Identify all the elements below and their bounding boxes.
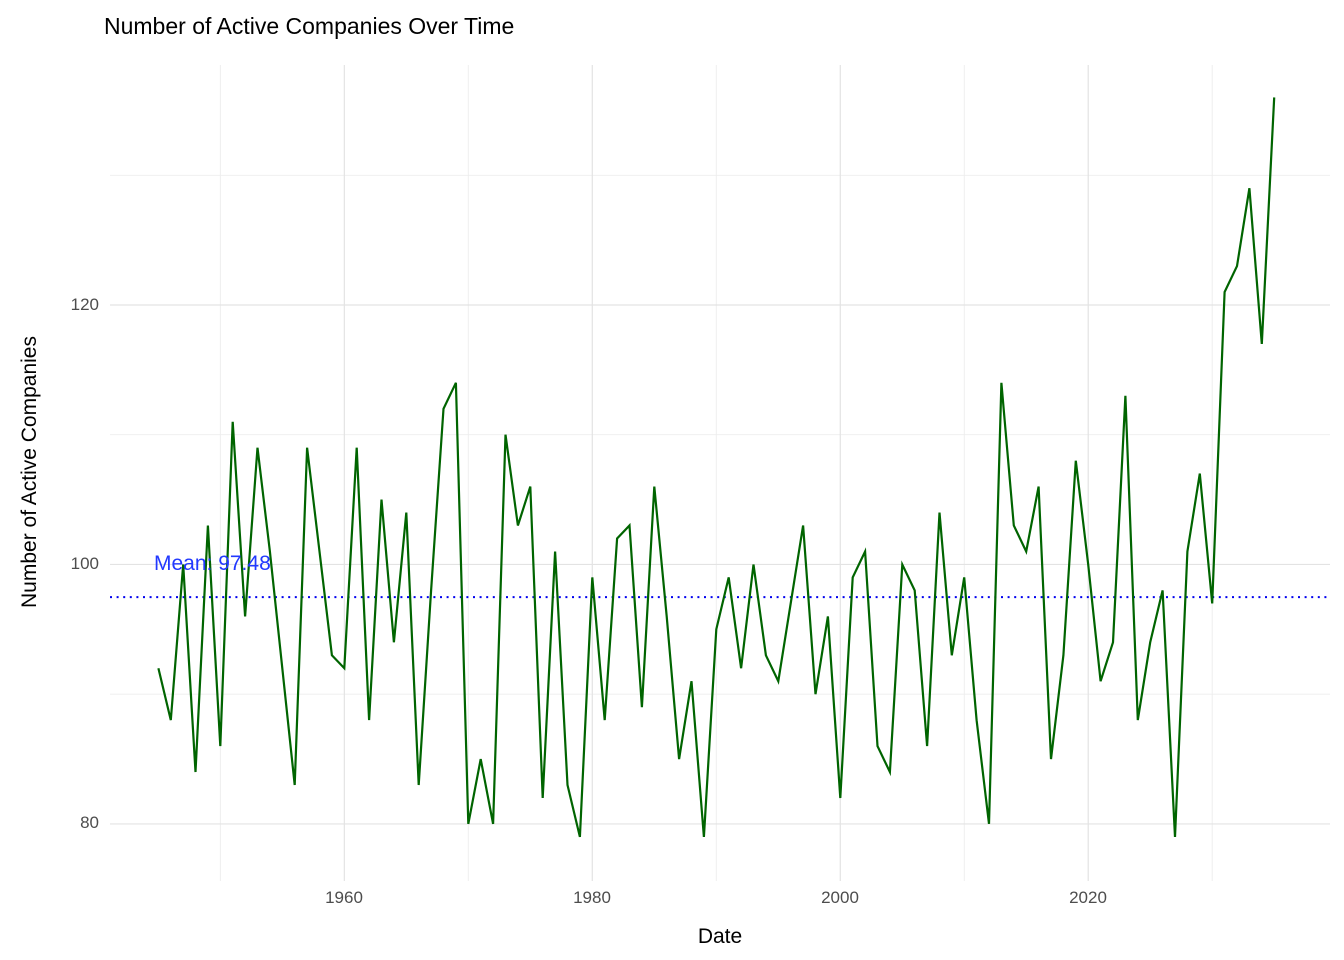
mean-annotation: Mean: 97.48 — [154, 552, 271, 575]
y-tick-label-100: 100 — [70, 554, 99, 573]
x-tick-label-1960: 1960 — [325, 888, 363, 907]
y-tick-label-120: 120 — [70, 295, 99, 314]
y-tick-label-80: 80 — [80, 813, 99, 832]
x-tick-label-2020: 2020 — [1069, 888, 1107, 907]
x-tick-label-2000: 2000 — [821, 888, 859, 907]
x-axis-title: Date — [697, 925, 743, 948]
chart-title: Number of Active Companies Over Time — [104, 13, 515, 39]
x-tick-label-1980: 1980 — [573, 888, 611, 907]
y-axis-title: Number of Active Companies — [18, 336, 41, 608]
data-line — [157, 97, 1276, 838]
